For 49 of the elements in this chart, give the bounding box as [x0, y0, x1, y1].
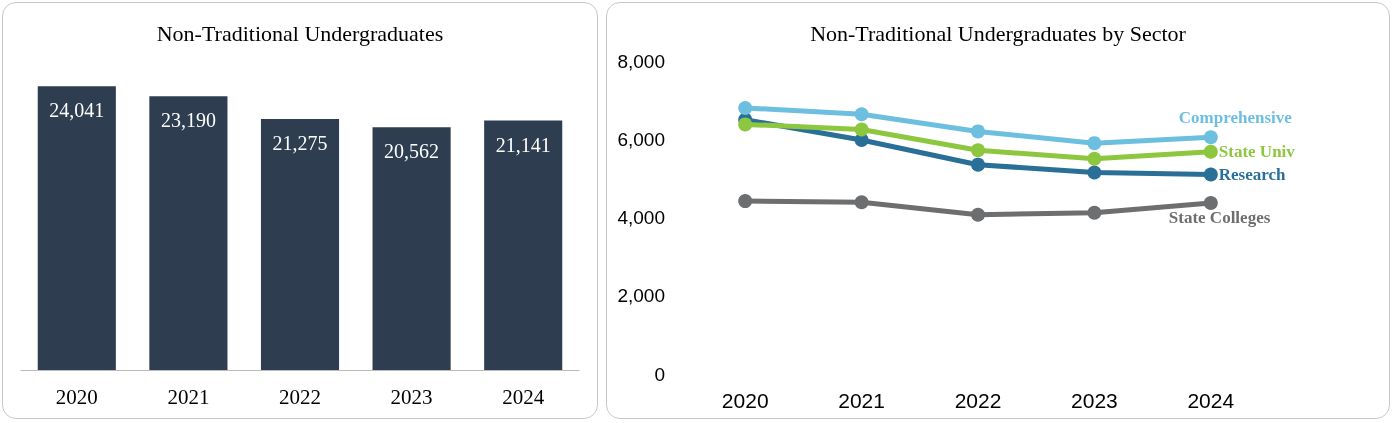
x-tick-label: 2021 [838, 389, 885, 412]
series-label: State Univ [1218, 142, 1296, 162]
bar [37, 86, 116, 370]
y-tick-label: 4,000 [617, 207, 665, 228]
point [1087, 205, 1102, 220]
x-tick-label: 2020 [721, 389, 769, 412]
x-tick-label: 2023 [1071, 389, 1118, 412]
y-tick-label: 8,000 [617, 50, 665, 72]
point [1203, 196, 1218, 211]
x-tick-label: 2024 [1187, 389, 1235, 412]
data-label: 20,562 [384, 140, 440, 163]
x-tick-label: 2024 [502, 384, 545, 409]
point [854, 107, 869, 122]
point [738, 117, 753, 132]
series-label: State Colleges [1168, 207, 1271, 227]
point [1087, 136, 1102, 151]
point [971, 157, 985, 172]
data-label: 24,041 [49, 99, 105, 122]
point [1203, 130, 1218, 145]
y-tick-label: 0 [654, 363, 665, 385]
x-tick-label: 2022 [279, 384, 321, 409]
chart-title: Non-Traditional Undergraduates [156, 20, 444, 46]
bar [260, 118, 340, 370]
point [971, 143, 985, 158]
point [854, 195, 869, 210]
point [971, 207, 985, 222]
data-label: 21,275 [272, 131, 328, 154]
point [1087, 151, 1102, 166]
data-label: 21,141 [495, 133, 551, 156]
chart-title: Non-Traditional Undergraduates by Sector [810, 20, 1187, 46]
point [1203, 167, 1218, 182]
point [1087, 165, 1102, 180]
data-label: 23,190 [160, 109, 216, 132]
point [971, 124, 985, 139]
point [1203, 144, 1218, 159]
point [738, 100, 753, 115]
bar [484, 120, 563, 370]
point [854, 122, 869, 137]
point [738, 194, 753, 209]
y-tick-label: 6,000 [617, 128, 665, 150]
series-label: Research [1218, 164, 1287, 184]
x-tick-label: 2023 [390, 384, 433, 409]
series-label: Comprehensive [1178, 107, 1293, 127]
x-tick-label: 2021 [167, 384, 210, 409]
x-tick-label: 2022 [954, 389, 1002, 412]
bar [372, 127, 451, 370]
bar [149, 96, 228, 370]
x-tick-label: 2020 [55, 384, 98, 409]
y-tick-label: 2,000 [617, 285, 665, 307]
